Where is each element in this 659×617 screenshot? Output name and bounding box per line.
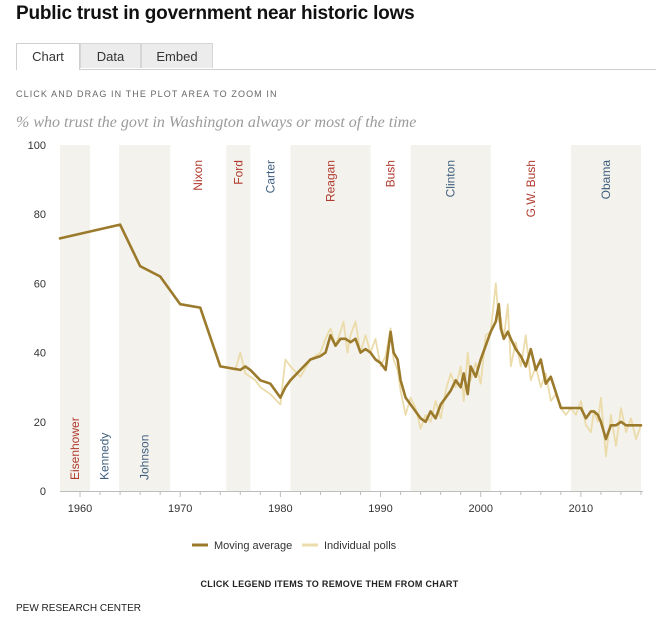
x-axis: 1960 1970 1980 1990 2000 2010	[60, 491, 643, 515]
president-label: Kennedy	[98, 433, 112, 480]
y-axis: 0 20 40 60 80 100	[28, 140, 46, 498]
tab-chart[interactable]: Chart	[16, 43, 80, 70]
series-layer	[58, 223, 643, 458]
source-label: PEW RESEARCH CENTER	[16, 603, 142, 614]
x-tick-label: 2000	[468, 503, 492, 515]
series-moving-average[interactable]	[58, 223, 643, 441]
tab-embed[interactable]: Embed	[141, 43, 213, 68]
president-band-10	[570, 145, 641, 491]
legend-hint: CLICK LEGEND ITEMS TO REMOVE THEM FROM C…	[200, 579, 459, 589]
legend-label-individual-polls[interactable]: Individual polls	[324, 540, 397, 552]
president-shades	[60, 145, 641, 491]
president-label: Johnson	[138, 435, 152, 480]
x-tick-label: 1990	[368, 503, 392, 515]
legend: Moving average Individual polls	[192, 540, 397, 552]
y-tick-label: 20	[34, 417, 46, 429]
y-tick-label: 100	[28, 140, 46, 152]
president-band-2	[119, 145, 171, 491]
x-tick-label: 1980	[268, 503, 292, 515]
view-tabs: Chart Data Embed	[16, 43, 656, 70]
president-label: Clinton	[444, 160, 458, 197]
y-tick-label: 0	[40, 486, 46, 498]
president-labels: Eisenhower Kennedy Johnson Nixon Ford Carter R…	[68, 160, 613, 480]
x-tick-label: 1960	[68, 503, 92, 515]
president-label: Carter	[263, 160, 277, 193]
page-title: Public trust in government near historic…	[16, 3, 415, 24]
x-tick-label: 2010	[569, 503, 593, 515]
president-label: Obama	[599, 160, 613, 200]
chart-title: % who trust the govt in Washington alway…	[16, 114, 417, 131]
legend-label-moving-average[interactable]: Moving average	[214, 540, 292, 552]
president-label: Eisenhower	[68, 417, 82, 480]
tab-data[interactable]: Data	[80, 43, 141, 68]
president-label: Ford	[231, 160, 245, 185]
president-band-4	[226, 145, 251, 491]
president-label: Reagan	[323, 160, 337, 202]
president-label: Bush	[384, 160, 398, 187]
president-band-8	[410, 145, 491, 491]
y-tick-label: 40	[34, 348, 46, 360]
y-tick-label: 60	[34, 278, 46, 290]
president-label: Nixon	[191, 160, 205, 191]
zoom-hint: CLICK AND DRAG IN THE PLOT AREA TO ZOOM …	[16, 89, 278, 99]
president-band-6	[290, 145, 371, 491]
y-tick-label: 80	[34, 209, 46, 221]
president-band-0	[60, 145, 91, 491]
president-label: G.W. Bush	[524, 160, 538, 217]
x-tick-label: 1970	[168, 503, 192, 515]
